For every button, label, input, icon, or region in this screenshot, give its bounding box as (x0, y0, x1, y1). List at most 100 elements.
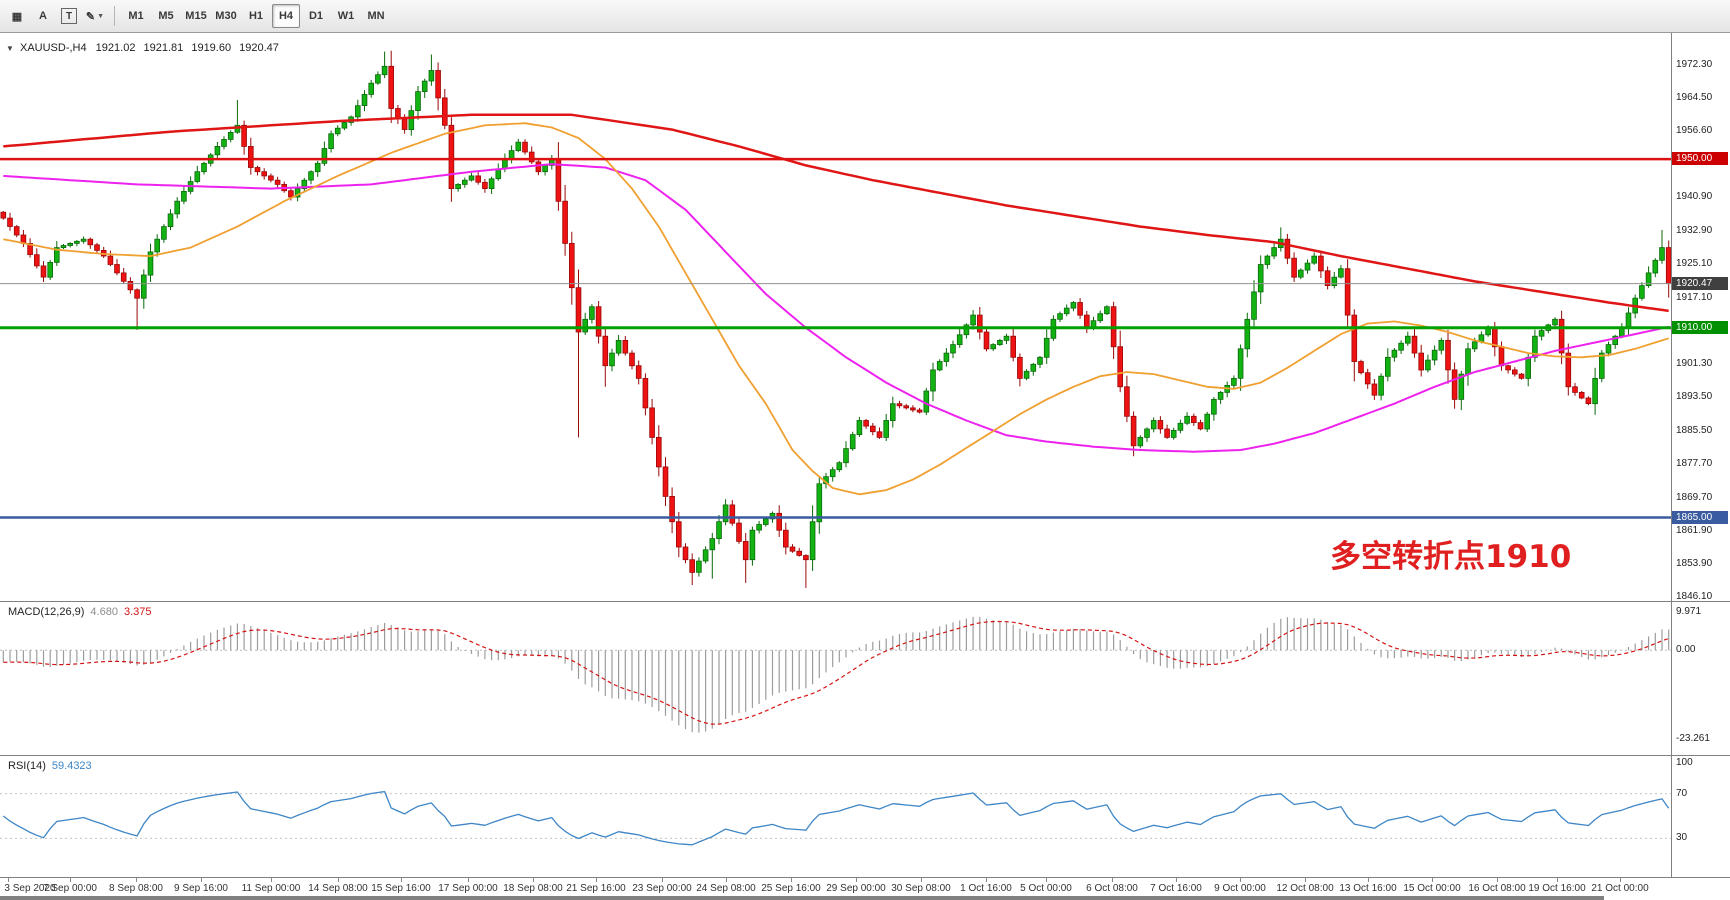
ma-mid-magenta (3, 163, 1669, 453)
timeframe-button-m15[interactable]: M15 (185, 10, 207, 22)
time-tick (596, 878, 597, 882)
time-tick (70, 878, 71, 882)
open-value: 1921.02 (95, 42, 136, 54)
time-tick (1305, 878, 1306, 882)
timeframe-button-m5[interactable]: M5 (158, 10, 174, 22)
price-tick-label: 1877.70 (1676, 457, 1713, 469)
time-tick (1176, 878, 1177, 882)
ma-fast-orange (3, 122, 1669, 496)
time-axis[interactable]: 3 Sep 2020 7 Sep 00:00 8 Sep 08:00 9 Sep 16… (0, 877, 1730, 900)
rsi-indicator-name: RSI(14) (8, 760, 46, 772)
low-value: 1919.60 (191, 42, 232, 54)
collapse-ohlc-icon[interactable]: ▼ (6, 44, 14, 53)
price-tick-label: 1940.90 (1676, 191, 1713, 203)
timeframe-button-h4[interactable]: H4 (272, 4, 300, 28)
rsi-tick-label: 30 (1676, 832, 1688, 844)
symbol-period-label: XAUUSD-,H4 (19, 42, 87, 54)
time-tick (533, 878, 534, 882)
price-badge-1920.47: 1920.47 (1672, 276, 1728, 290)
macd-tick-label: 9.971 (1676, 605, 1702, 617)
price-tick-label: 1869.70 (1676, 491, 1713, 503)
timeframe-button-m1[interactable]: M1 (128, 10, 144, 22)
timeframe-button-w1[interactable]: W1 (337, 10, 355, 22)
chart-horizontal-scrollbar[interactable] (0, 896, 1604, 900)
time-tick (986, 878, 987, 882)
ma-slow-red (3, 113, 1669, 313)
time-label: 30 Sep 08:00 (891, 883, 951, 894)
time-label: 29 Sep 00:00 (826, 883, 886, 894)
rsi-axis[interactable]: 100 70 30 (1671, 756, 1730, 877)
timeframe-buttons-group: M1 M5 M15 M30 H1 H4 D1 W1 MN (121, 4, 391, 28)
time-label: 24 Sep 08:00 (696, 883, 756, 894)
timeframe-button-d1[interactable]: D1 (308, 10, 324, 22)
time-label: 9 Oct 00:00 (1214, 883, 1266, 894)
time-label: 9 Sep 16:00 (174, 883, 228, 894)
rsi-line (2, 790, 1670, 846)
rsi-panel[interactable]: 100 70 30 RSI(14) 59.4323 (0, 755, 1730, 877)
time-tick (1620, 878, 1621, 882)
time-tick (271, 878, 272, 882)
time-label: 25 Sep 16:00 (761, 883, 821, 894)
price-axis[interactable]: 1972.30 1964.50 1956.60 1940.90 1932.90 1925.… (1671, 33, 1730, 602)
time-label: 1 Oct 16:00 (960, 883, 1012, 894)
time-label: 13 Oct 16:00 (1339, 883, 1397, 894)
macd-main-value: 4.680 (90, 606, 118, 618)
time-label: 23 Sep 00:00 (632, 883, 692, 894)
price-tick-label: 1861.90 (1676, 524, 1713, 536)
price-badge-1910.00: 1910.00 (1672, 320, 1728, 334)
chart-grid-tool-button[interactable]: ▦ (5, 4, 29, 28)
text-tool-button[interactable]: T (57, 4, 81, 28)
draw-shapes-icon: ✎ (85, 10, 96, 23)
time-tick (662, 878, 663, 882)
time-tick (1557, 878, 1558, 882)
timeframe-button-m30[interactable]: M30 (215, 10, 237, 22)
price-tick-label: 1901.30 (1676, 358, 1713, 370)
time-label: 7 Oct 16:00 (1150, 883, 1202, 894)
time-label: 6 Oct 08:00 (1086, 883, 1138, 894)
macd-signal-line (3, 620, 1669, 725)
price-tick-label: 1972.30 (1676, 59, 1713, 71)
price-tick-label: 1917.10 (1676, 291, 1713, 303)
time-tick (136, 878, 137, 882)
time-tick (791, 878, 792, 882)
time-tick (1046, 878, 1047, 882)
high-value: 1921.81 (143, 42, 184, 54)
time-label: 12 Oct 08:00 (1276, 883, 1334, 894)
time-label: 21 Sep 16:00 (566, 883, 626, 894)
macd-chart[interactable] (0, 602, 1672, 755)
rsi-chart[interactable] (0, 756, 1672, 877)
toolbar: ▦ A T ✎ ▼ M1 M5 M15 M30 H1 H4 D1 W1 MN (0, 0, 1730, 33)
time-tick (1368, 878, 1369, 882)
rsi-tick-label: 100 (1676, 757, 1693, 768)
ohlc-readout: ▼ XAUUSD-,H4 1921.02 1921.81 1919.60 192… (6, 42, 279, 54)
time-tick (921, 878, 922, 882)
candlestick-chart[interactable] (0, 33, 1672, 601)
time-tick (1497, 878, 1498, 882)
timeframe-button-h1[interactable]: H1 (248, 10, 264, 22)
chart-grid-tool-icon: ▦ (11, 10, 23, 23)
time-tick (8, 878, 9, 882)
font-tool-icon: A (39, 10, 47, 22)
time-tick (1240, 878, 1241, 882)
time-tick (1112, 878, 1113, 882)
timeframe-button-mn[interactable]: MN (367, 10, 385, 22)
price-tick-label: 1964.50 (1676, 91, 1713, 103)
main-chart-panel[interactable]: 1972.30 1964.50 1956.60 1940.90 1932.90 1925.… (0, 33, 1730, 602)
macd-panel[interactable]: 9.971 0.00 -23.261 MACD(12,26,9) 4.680 3.375 (0, 601, 1730, 755)
font-tool-button[interactable]: A (31, 4, 55, 28)
price-tick-label: 1893.50 (1676, 391, 1713, 403)
price-badge-1950.00: 1950.00 (1672, 152, 1728, 166)
time-label: 8 Sep 08:00 (109, 883, 163, 894)
macd-axis[interactable]: 9.971 0.00 -23.261 (1671, 602, 1730, 755)
rsi-label-row: RSI(14) 59.4323 (8, 760, 92, 772)
time-label: 16 Oct 08:00 (1468, 883, 1526, 894)
time-tick (201, 878, 202, 882)
time-label: 14 Sep 08:00 (308, 883, 368, 894)
price-tick-label: 1932.90 (1676, 225, 1713, 237)
price-tick-label: 1925.10 (1676, 258, 1713, 270)
draw-shapes-tool-button[interactable]: ✎ ▼ (83, 4, 107, 28)
macd-indicator-name: MACD(12,26,9) (8, 606, 85, 618)
time-label: 11 Sep 00:00 (241, 883, 301, 894)
time-label: 18 Sep 08:00 (503, 883, 563, 894)
